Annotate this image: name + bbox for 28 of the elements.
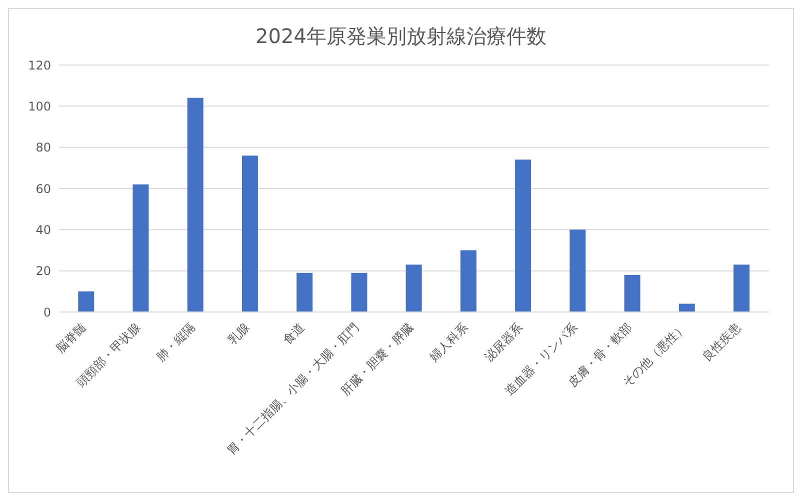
x-tick-label: 脳脊髄	[53, 320, 88, 356]
bar	[242, 156, 258, 312]
bar	[132, 184, 149, 312]
x-tick-label: 乳腺	[225, 320, 252, 348]
x-tick-label: 肺・縦隔	[154, 320, 198, 364]
chart-title: 2024年原発巣別放射線治療件数	[254, 23, 548, 50]
y-tick-label: 40	[36, 222, 51, 237]
bar	[570, 230, 586, 312]
y-tick-label: 100	[28, 99, 51, 114]
bar	[296, 272, 313, 312]
x-tick-label: 泌尿器系	[482, 320, 526, 364]
bar	[78, 291, 94, 312]
y-tick-label: 120	[28, 58, 51, 72]
bar	[187, 98, 204, 312]
bar	[515, 160, 532, 312]
bar	[351, 272, 368, 312]
y-tick-label: 80	[36, 140, 51, 155]
x-tick-label: 食道	[280, 320, 307, 348]
bar	[734, 264, 750, 312]
bar	[460, 250, 476, 312]
y-tick-label: 20	[36, 264, 51, 278]
bar	[406, 264, 422, 312]
y-tick-label: 60	[36, 182, 51, 196]
x-tick-label: 婦人科系	[426, 320, 471, 364]
bar	[624, 274, 640, 312]
x-tick-label: 良性疾患	[700, 320, 744, 364]
y-tick-label: 0	[43, 305, 51, 320]
bar	[678, 304, 695, 312]
